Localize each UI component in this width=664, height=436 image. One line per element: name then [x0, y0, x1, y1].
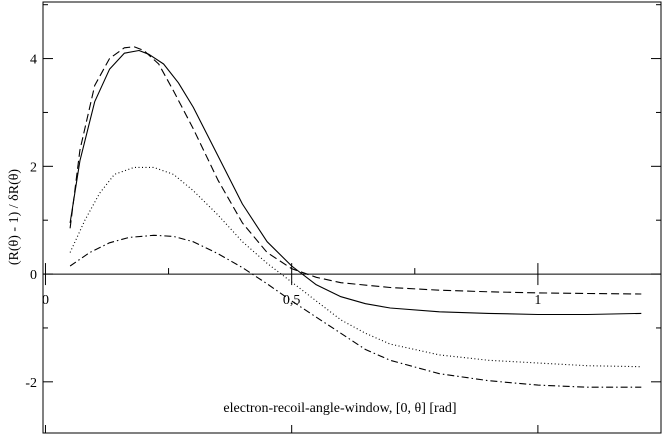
axis-ticks [43, 4, 661, 433]
x-tick-label: 1 [534, 293, 541, 308]
x-tick-label: 0,5 [283, 293, 301, 308]
y-tick-label: 2 [30, 160, 37, 175]
series-line-dotted [69, 166, 642, 368]
y-tick-label: 4 [30, 53, 37, 68]
y-tick-label: -2 [25, 376, 37, 391]
series-layer [69, 46, 642, 388]
plot-frame [42, 1, 662, 434]
x-axis-title: electron-recoil-angle-window, [0, θ] [ra… [223, 401, 456, 416]
series-line-dashdot [69, 234, 642, 388]
y-tick-label: 0 [30, 268, 37, 283]
series-line-dashed [69, 46, 642, 295]
y-axis-title: (R(θ) - 1) / δR(θ) [7, 169, 22, 266]
tick-labels: 0 0,5 1 -2 0 2 4 [25, 53, 541, 391]
series-line-solid [69, 49, 642, 316]
x-tick-label: 0 [42, 293, 49, 308]
